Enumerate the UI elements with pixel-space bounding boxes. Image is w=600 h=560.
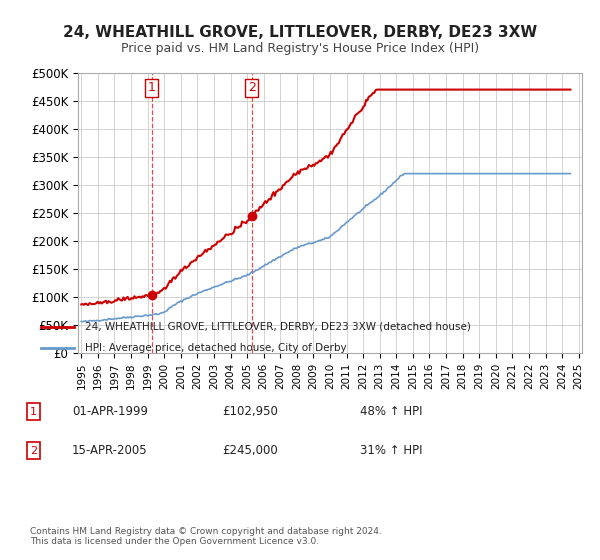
Text: £102,950: £102,950 bbox=[222, 405, 278, 418]
Text: 01-APR-1999: 01-APR-1999 bbox=[72, 405, 148, 418]
Text: 31% ↑ HPI: 31% ↑ HPI bbox=[360, 444, 422, 458]
Text: 2: 2 bbox=[248, 81, 256, 94]
Text: 24, WHEATHILL GROVE, LITTLEOVER, DERBY, DE23 3XW (detached house): 24, WHEATHILL GROVE, LITTLEOVER, DERBY, … bbox=[85, 322, 471, 332]
Text: 1: 1 bbox=[30, 407, 37, 417]
Text: 24, WHEATHILL GROVE, LITTLEOVER, DERBY, DE23 3XW: 24, WHEATHILL GROVE, LITTLEOVER, DERBY, … bbox=[63, 25, 537, 40]
Text: 48% ↑ HPI: 48% ↑ HPI bbox=[360, 405, 422, 418]
Text: 2: 2 bbox=[30, 446, 37, 456]
Text: 15-APR-2005: 15-APR-2005 bbox=[72, 444, 148, 458]
Text: £245,000: £245,000 bbox=[222, 444, 278, 458]
Text: Contains HM Land Registry data © Crown copyright and database right 2024.
This d: Contains HM Land Registry data © Crown c… bbox=[30, 526, 382, 546]
Text: Price paid vs. HM Land Registry's House Price Index (HPI): Price paid vs. HM Land Registry's House … bbox=[121, 42, 479, 55]
Text: HPI: Average price, detached house, City of Derby: HPI: Average price, detached house, City… bbox=[85, 343, 347, 353]
Text: 1: 1 bbox=[148, 81, 156, 94]
